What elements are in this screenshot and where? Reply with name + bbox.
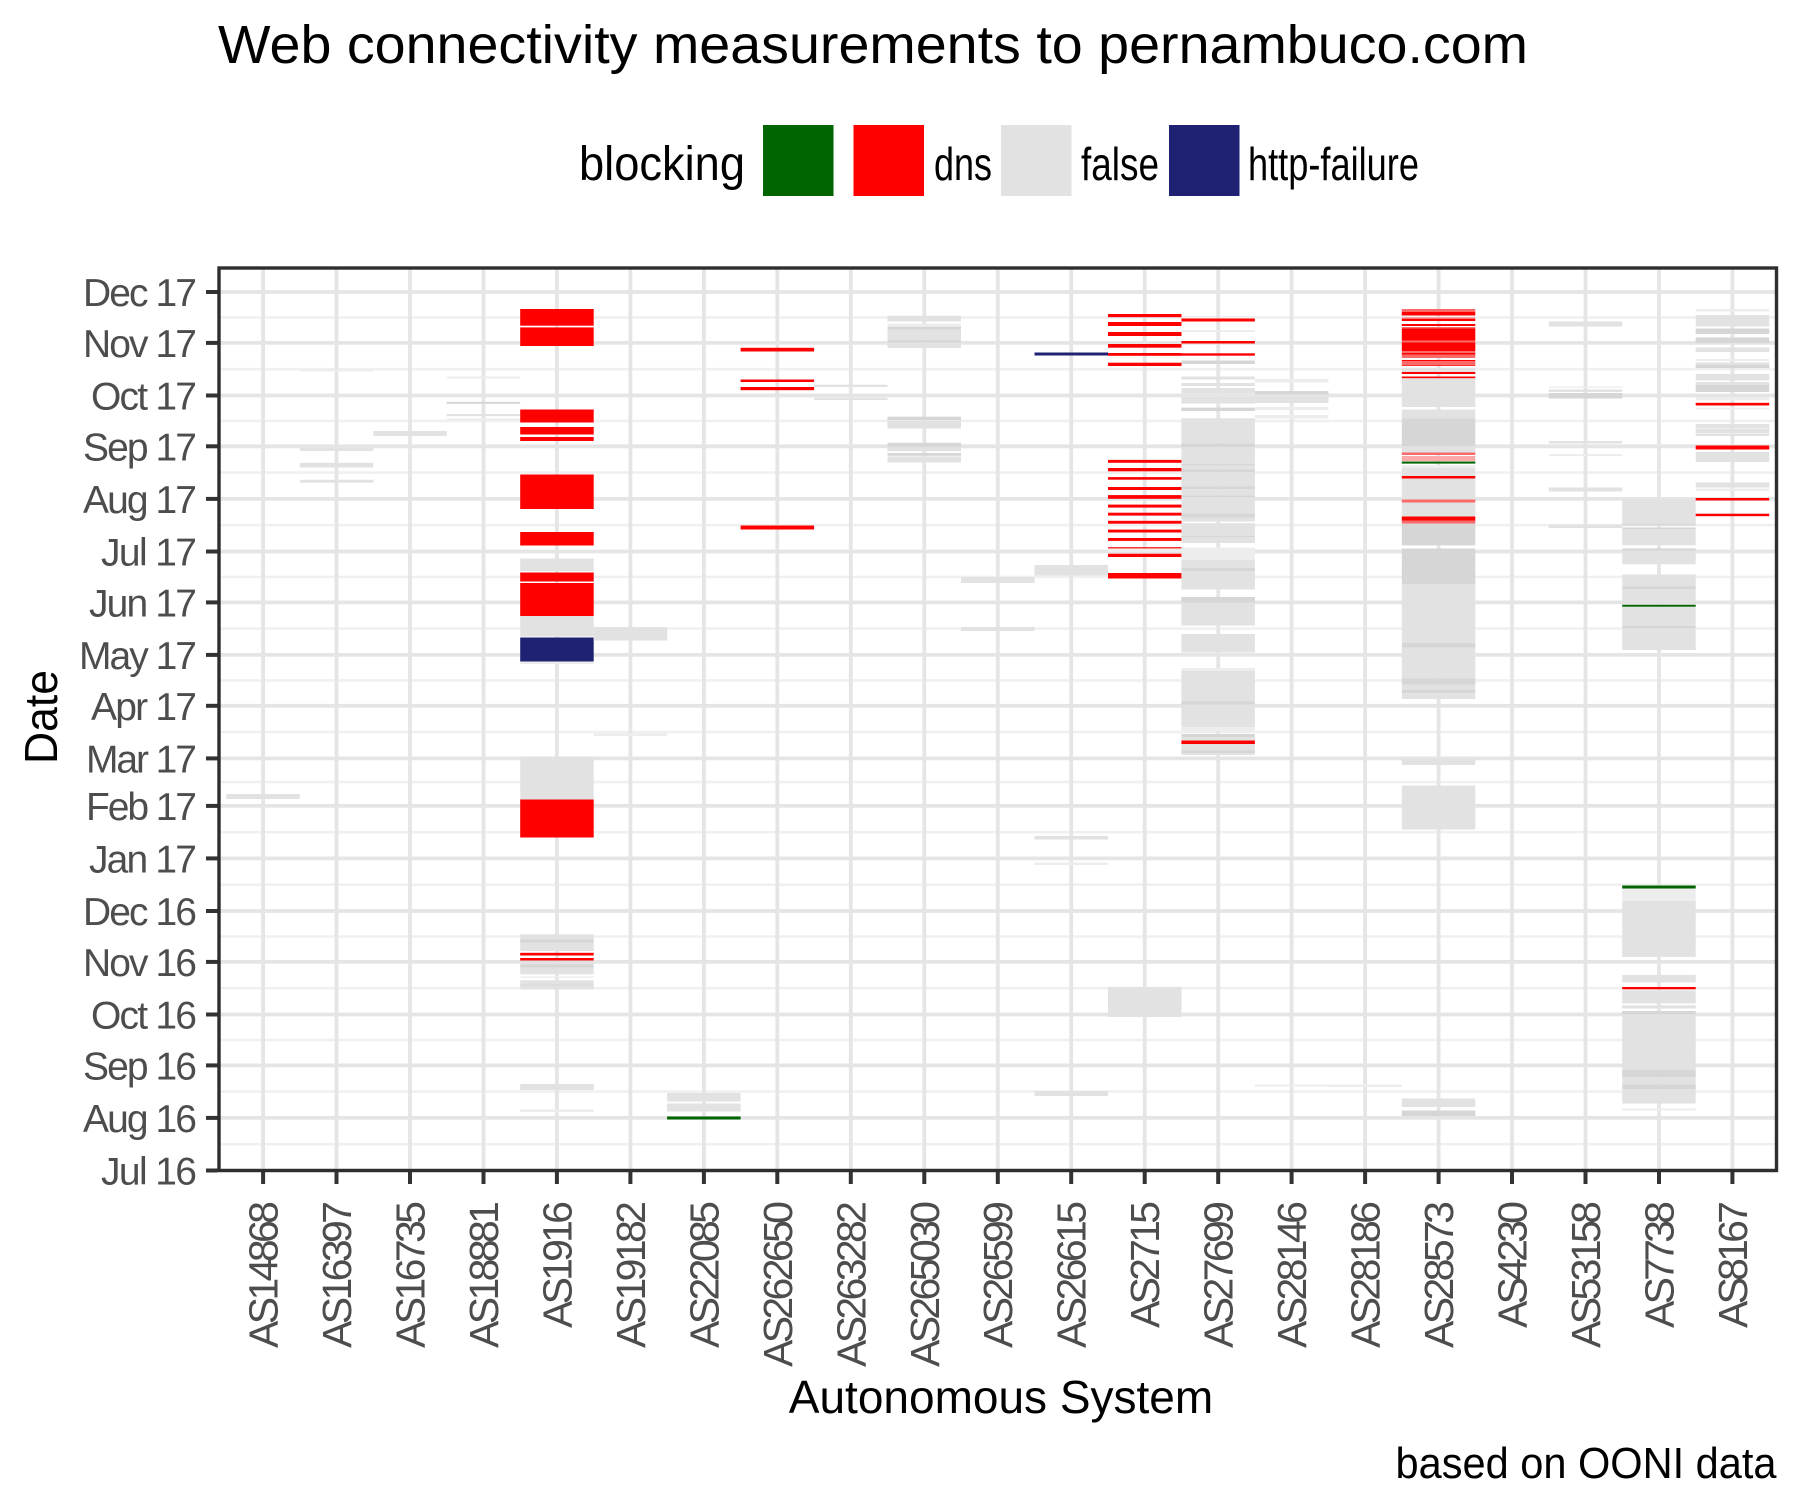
svg-text:Nov 17: Nov 17 bbox=[83, 323, 197, 366]
svg-text:Apr 17: Apr 17 bbox=[91, 686, 197, 729]
svg-text:AS18881: AS18881 bbox=[461, 1201, 507, 1348]
svg-text:AS26599: AS26599 bbox=[975, 1201, 1021, 1348]
svg-text:AS26615: AS26615 bbox=[1049, 1201, 1095, 1348]
svg-text:dns: dns bbox=[934, 138, 992, 190]
svg-text:Dec 16: Dec 16 bbox=[83, 891, 197, 934]
svg-text:Sep 17: Sep 17 bbox=[83, 426, 197, 469]
svg-text:AS16735: AS16735 bbox=[388, 1201, 434, 1348]
svg-text:AS262650: AS262650 bbox=[755, 1201, 801, 1367]
svg-text:Aug 16: Aug 16 bbox=[83, 1098, 197, 1141]
svg-text:AS19182: AS19182 bbox=[608, 1201, 654, 1348]
svg-text:Jan 17: Jan 17 bbox=[89, 838, 197, 881]
svg-text:Oct 16: Oct 16 bbox=[91, 995, 197, 1038]
svg-text:AS28146: AS28146 bbox=[1269, 1201, 1315, 1348]
svg-text:Oct 17: Oct 17 bbox=[91, 376, 197, 419]
svg-text:May 17: May 17 bbox=[79, 635, 197, 678]
svg-text:AS265030: AS265030 bbox=[902, 1201, 948, 1367]
svg-text:AS28573: AS28573 bbox=[1416, 1201, 1462, 1348]
svg-text:Mar 17: Mar 17 bbox=[86, 738, 197, 781]
svg-text:Autonomous System: Autonomous System bbox=[789, 1371, 1213, 1423]
svg-text:AS4230: AS4230 bbox=[1490, 1201, 1536, 1328]
svg-text:Date: Date bbox=[15, 670, 67, 764]
svg-text:blocking: blocking bbox=[579, 138, 745, 191]
svg-text:AS22085: AS22085 bbox=[681, 1201, 727, 1348]
svg-text:AS263282: AS263282 bbox=[828, 1201, 874, 1367]
svg-text:Jul 17: Jul 17 bbox=[101, 532, 197, 575]
svg-text:AS14868: AS14868 bbox=[241, 1201, 287, 1348]
svg-text:Jun 17: Jun 17 bbox=[89, 582, 197, 625]
svg-text:Aug 17: Aug 17 bbox=[83, 479, 197, 522]
svg-text:AS7738: AS7738 bbox=[1637, 1201, 1683, 1328]
svg-text:AS16397: AS16397 bbox=[314, 1201, 360, 1348]
svg-text:false: false bbox=[1081, 138, 1159, 190]
svg-text:AS2715: AS2715 bbox=[1122, 1201, 1168, 1328]
svg-text:Sep 16: Sep 16 bbox=[83, 1045, 197, 1088]
svg-text:Dec 17: Dec 17 bbox=[83, 272, 197, 315]
svg-text:AS53158: AS53158 bbox=[1563, 1201, 1609, 1348]
svg-text:http-failure: http-failure bbox=[1248, 138, 1419, 190]
svg-text:AS28186: AS28186 bbox=[1343, 1201, 1389, 1348]
svg-text:Nov 16: Nov 16 bbox=[83, 942, 197, 985]
svg-text:AS8167: AS8167 bbox=[1710, 1201, 1756, 1328]
svg-text:AS27699: AS27699 bbox=[1196, 1201, 1242, 1348]
svg-text:based on OONI data: based on OONI data bbox=[1396, 1439, 1777, 1488]
svg-text:AS1916: AS1916 bbox=[534, 1201, 580, 1328]
svg-text:Jul 16: Jul 16 bbox=[101, 1151, 197, 1194]
svg-text:Web connectivity measurements: Web connectivity measurements to pernamb… bbox=[218, 15, 1528, 75]
svg-text:Feb 17: Feb 17 bbox=[86, 786, 197, 829]
